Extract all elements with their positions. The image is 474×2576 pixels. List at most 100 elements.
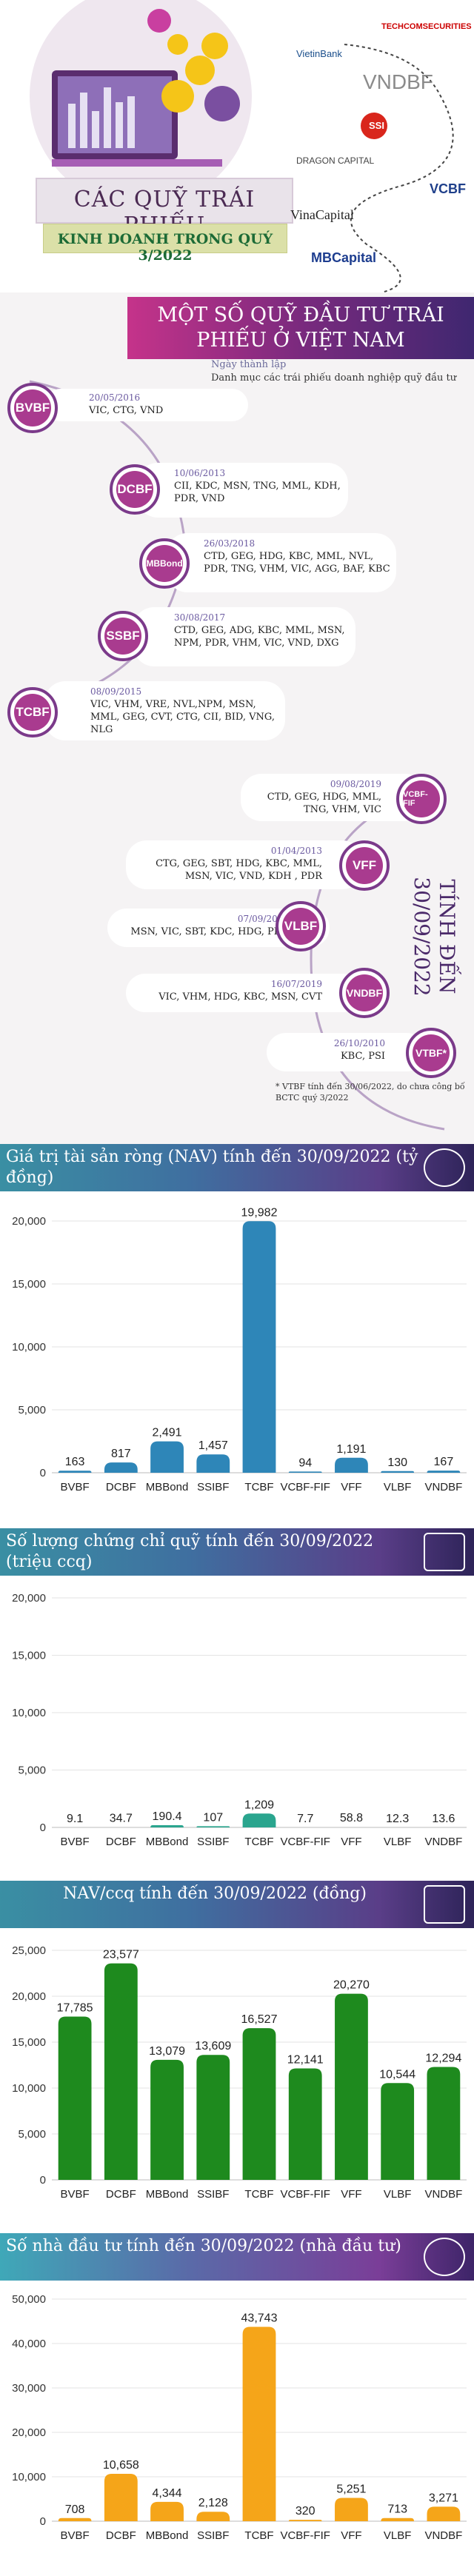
y-tick-label: 20,000 <box>12 1990 46 2003</box>
fund-name: VLBF <box>282 908 319 945</box>
data-label: 1,457 <box>198 1439 228 1452</box>
data-label: 1,191 <box>336 1443 366 1456</box>
data-label: 94 <box>298 1456 312 1469</box>
data-label: 13,079 <box>149 2045 185 2058</box>
chart2-title: Số lượng chứng chỉ quỹ tính đến 30/09/20… <box>6 1532 374 1571</box>
bar <box>150 1825 184 1827</box>
y-tick-label: 5,000 <box>18 1404 46 1416</box>
x-tick-label: DCBF <box>106 1481 136 1493</box>
logo-vietinbank: VietinBank <box>296 48 342 59</box>
data-label: 16,527 <box>241 2013 278 2026</box>
data-label: 320 <box>296 2505 316 2518</box>
bar <box>150 2501 184 2521</box>
x-tick-label: VNDBF <box>424 2188 462 2201</box>
certificate-icon <box>424 1533 465 1571</box>
chart3-title-band: NAV/ccq tính đến 30/09/2022 (đồng) <box>0 1881 474 1928</box>
fund-card-tcbf: 08/09/2015 VIC, VHM, VRE, NVL,NPM, MSN, … <box>44 681 285 740</box>
bar <box>288 1471 322 1473</box>
x-tick-label: SSIBF <box>197 2529 229 2542</box>
fund-name: TCBF <box>14 694 51 731</box>
bar <box>335 1457 368 1473</box>
y-tick-label: 25,000 <box>12 1944 46 1957</box>
bar <box>335 1993 368 2180</box>
y-tick-label: 0 <box>40 1821 46 1834</box>
bar <box>104 1462 138 1473</box>
fund-date: 08/09/2015 <box>90 686 142 697</box>
fund-date: 26/03/2018 <box>204 538 256 549</box>
bar <box>196 2512 230 2521</box>
fund-badge-mbbond: MBBond <box>139 538 190 589</box>
bar <box>242 1813 276 1827</box>
data-label: 23,577 <box>103 1949 139 1961</box>
logo-vndbf: VNDBF <box>363 70 433 93</box>
fund-date: 20/05/2016 <box>89 392 141 403</box>
data-label: 190.4 <box>153 1810 182 1823</box>
coin-icon <box>424 1148 465 1187</box>
vtbf-footnote: * VTBF tính đến 30/06/2022, do chưa công… <box>276 1082 465 1103</box>
chart-nav: 0 5,000 10,000 15,000 20,000 163 BVBF 817 DCBF 2,… <box>12 1206 467 1493</box>
fund-date: 16/07/2019 <box>270 979 322 989</box>
data-label: 7.7 <box>297 1813 313 1825</box>
subtitle-box: KINH DOANH TRONG QUÝ 3/2022 <box>43 224 287 264</box>
data-label: 4,344 <box>153 2487 182 2500</box>
fund-card-ssbf: 30/08/2017 CTD, GEG, ADG, KBC, MML, MSN,… <box>133 607 356 666</box>
bar <box>381 2518 415 2521</box>
fund-name: BVBF <box>14 389 51 426</box>
fund-bonds: CII, KDC, MSN, TNG, MML, KDH, PDR, VND <box>174 481 341 504</box>
x-tick-label: SSIBF <box>197 1836 229 1848</box>
fund-bonds: CTD, GEG, ADG, KBC, MML, MSN, NPM, PDR, … <box>174 625 345 649</box>
fund-badge-dcbf: DCBF <box>110 464 160 515</box>
data-label: 13,609 <box>195 2040 231 2053</box>
fund-bonds: VIC, CTG, VND <box>89 405 164 416</box>
data-label: 708 <box>65 2503 85 2516</box>
fund-bonds: CTD, GEG, HDG, KBC, MML, NVL, PDR, TNG, … <box>204 551 390 575</box>
funds-heading: MỘT SỐ QUỸ ĐẦU TƯ TRÁI PHIẾU Ở VIỆT NAM <box>157 304 444 352</box>
fund-card-mbbond: 26/03/2018 CTD, GEG, HDG, KBC, MML, NVL,… <box>167 533 396 592</box>
chart4-title-band: Số nhà đầu tư tính đến 30/09/2022 (nhà đ… <box>0 2233 474 2281</box>
data-label: 163 <box>65 1456 85 1468</box>
data-label: 2,491 <box>153 1427 182 1439</box>
chart1-title: Giá trị tài sản ròng (NAV) tính đến 30/0… <box>6 1148 418 1187</box>
y-tick-label: 5,000 <box>18 1764 46 1777</box>
x-tick-label: TCBF <box>244 1481 273 1493</box>
data-label: 10,544 <box>379 2068 415 2081</box>
fund-card-vcbf-fif: 09/08/2019 CTD, GEG, HDG, MML, TNG, VHM,… <box>241 774 426 821</box>
bar <box>242 2028 276 2180</box>
chart1-title-band: Giá trị tài sản ròng (NAV) tính đến 30/0… <box>0 1144 474 1191</box>
x-tick-label: VLBF <box>384 1481 412 1493</box>
data-label: 19,982 <box>241 1206 278 1219</box>
hero-illustration <box>0 0 293 292</box>
bar <box>58 2518 92 2521</box>
data-label: 2,128 <box>198 2497 228 2509</box>
logo-dragon: DRAGON CAPITAL <box>296 155 375 166</box>
chart-certificates: 0 5,000 10,000 15,000 20,000 9.1 BVBF 34.7 DCBF 1… <box>12 1592 467 1848</box>
fund-badge-tcbf: TCBF <box>7 687 58 737</box>
x-tick-label: DCBF <box>106 1836 136 1848</box>
x-tick-label: BVBF <box>61 1481 90 1493</box>
x-tick-label: VLBF <box>384 2529 412 2542</box>
fund-bonds: CTG, GEG, SBT, HDG, KBC, MML, MSN, VIC, … <box>156 858 322 882</box>
bar <box>196 1826 230 1827</box>
funds-heading-band: MỘT SỐ QUỸ ĐẦU TƯ TRÁI PHIẾU Ở VIỆT NAM <box>127 297 474 359</box>
data-label: 130 <box>387 1456 407 1469</box>
chart4-title: Số nhà đầu tư tính đến 30/09/2022 (nhà đ… <box>6 2237 401 2255</box>
bar <box>104 1963 138 2180</box>
side-label-right: TÍNH ĐẾN 30/09/2022 <box>410 877 459 997</box>
fund-bonds: KBC, PSI <box>340 1051 385 1062</box>
y-tick-label: 15,000 <box>12 1278 46 1291</box>
x-tick-label: BVBF <box>61 2529 90 2542</box>
bar <box>242 2326 276 2521</box>
legend-desc-label: Danh mục các trái phiếu doanh nghiệp quỹ… <box>211 372 457 384</box>
logo-network <box>344 44 454 292</box>
x-tick-label: VCBF-FIF <box>280 2188 330 2201</box>
y-tick-label: 5,000 <box>18 2128 46 2141</box>
y-tick-label: 20,000 <box>12 1592 46 1605</box>
fund-card-vtbf: 26/10/2010 KBC, PSI <box>267 1033 426 1071</box>
legend-date-label: Ngày thành lập <box>211 359 287 370</box>
logo-vinacapital: VinaCapital <box>290 207 354 222</box>
x-tick-label: SSIBF <box>197 1481 229 1493</box>
x-tick-label: TCBF <box>244 2188 273 2201</box>
chart-nav-per-unit: 0 5,000 10,000 15,000 20,000 25,000 17,785 BVBF… <box>12 1944 467 2201</box>
fund-bonds: VIC, VHM, HDG, KBC, MSN, CVT <box>158 991 322 1003</box>
bar <box>335 2498 368 2521</box>
